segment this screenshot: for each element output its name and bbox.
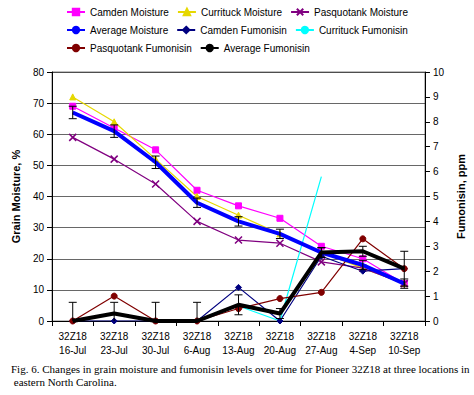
svg-text:8: 8 <box>433 116 439 127</box>
svg-text:Camden Fumonisin: Camden Fumonisin <box>200 25 287 36</box>
svg-text:5: 5 <box>433 191 439 202</box>
svg-text:0: 0 <box>433 316 439 327</box>
svg-text:Camden Moisture: Camden Moisture <box>90 7 169 18</box>
svg-text:70: 70 <box>33 98 45 109</box>
svg-text:32Z18: 32Z18 <box>100 331 129 342</box>
svg-text:2: 2 <box>433 266 439 277</box>
svg-text:23-Jul: 23-Jul <box>101 345 128 356</box>
svg-text:Pasquotank Fumonisin: Pasquotank Fumonisin <box>90 43 192 54</box>
svg-text:30-Jul: 30-Jul <box>142 345 169 356</box>
svg-text:6: 6 <box>433 166 439 177</box>
svg-text:10: 10 <box>33 284 45 295</box>
svg-text:9: 9 <box>433 91 439 102</box>
svg-text:Fumonisin, ppm: Fumonisin, ppm <box>455 154 467 239</box>
svg-text:Currituck Fumonisin: Currituck Fumonisin <box>319 25 408 36</box>
svg-text:4: 4 <box>433 216 439 227</box>
svg-text:32Z18: 32Z18 <box>349 331 378 342</box>
svg-text:13-Aug: 13-Aug <box>222 345 254 356</box>
svg-text:20: 20 <box>33 253 45 264</box>
svg-text:10-Sep: 10-Sep <box>388 345 421 356</box>
svg-text:16-Jul: 16-Jul <box>59 345 86 356</box>
svg-text:32Z18: 32Z18 <box>390 331 419 342</box>
svg-text:32Z18: 32Z18 <box>266 331 295 342</box>
svg-text:27-Aug: 27-Aug <box>305 345 337 356</box>
svg-text:4-Sep: 4-Sep <box>349 345 376 356</box>
svg-text:Fig. 6. Changes in grain moist: Fig. 6. Changes in grain moisture and fu… <box>11 363 470 375</box>
svg-text:32Z18: 32Z18 <box>307 331 336 342</box>
svg-text:Average Moisture: Average Moisture <box>90 25 169 36</box>
svg-text:32Z18: 32Z18 <box>183 331 212 342</box>
svg-text:32Z18: 32Z18 <box>59 331 88 342</box>
svg-text:80: 80 <box>33 67 45 78</box>
svg-text:Pasquotank Moisture: Pasquotank Moisture <box>314 7 408 18</box>
svg-text:eastern North Carolina.: eastern North Carolina. <box>11 376 117 388</box>
svg-text:40: 40 <box>33 191 45 202</box>
svg-text:0: 0 <box>38 316 44 327</box>
svg-text:30: 30 <box>33 222 45 233</box>
svg-text:3: 3 <box>433 241 439 252</box>
svg-text:20-Aug: 20-Aug <box>264 345 296 356</box>
svg-text:Grain Moisture, %: Grain Moisture, % <box>10 150 22 244</box>
svg-text:1: 1 <box>433 291 439 302</box>
svg-text:6-Aug: 6-Aug <box>184 345 211 356</box>
svg-text:32Z18: 32Z18 <box>141 331 170 342</box>
svg-text:Currituck Moisture: Currituck Moisture <box>201 7 283 18</box>
svg-text:60: 60 <box>33 129 45 140</box>
svg-text:32Z18: 32Z18 <box>224 331 253 342</box>
svg-text:10: 10 <box>433 67 445 78</box>
svg-text:Average Fumonisin: Average Fumonisin <box>224 43 310 54</box>
svg-text:50: 50 <box>33 160 45 171</box>
svg-text:7: 7 <box>433 141 439 152</box>
